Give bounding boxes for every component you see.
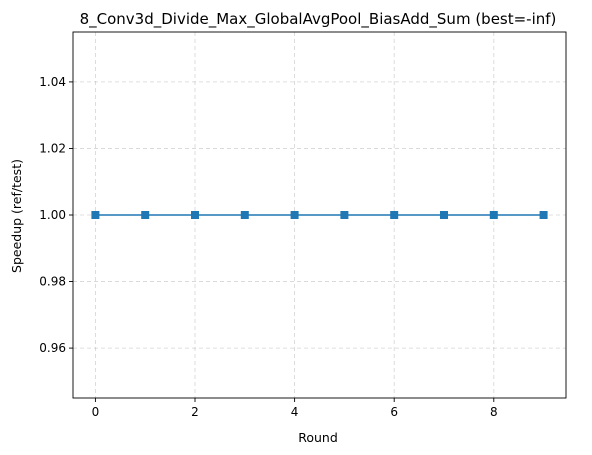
x-tick-label: 8 xyxy=(490,405,498,419)
y-axis-label: Speedup (ref/test) xyxy=(9,159,24,273)
data-point xyxy=(539,211,548,219)
chart-title: 8_Conv3d_Divide_Max_GlobalAvgPool_BiasAd… xyxy=(80,10,557,29)
data-point xyxy=(290,211,299,219)
ticks: 0 2 4 6 8 0.96 0.98 1.00 1.02 1.04 xyxy=(39,75,497,419)
y-tick-label: 1.00 xyxy=(39,208,66,222)
y-tick-label: 0.98 xyxy=(39,275,66,289)
y-tick-label: 1.04 xyxy=(39,75,66,89)
x-tick-label: 4 xyxy=(291,405,299,419)
y-tick-label: 1.02 xyxy=(39,141,66,155)
data-point xyxy=(141,211,150,219)
data-point xyxy=(240,211,249,219)
x-tick-label: 2 xyxy=(191,405,199,419)
data-point xyxy=(91,211,100,219)
data-point xyxy=(489,211,498,219)
x-axis-label: Round xyxy=(298,430,338,445)
data-point xyxy=(340,211,349,219)
series-layer xyxy=(91,211,548,219)
x-tick-label: 6 xyxy=(390,405,398,419)
x-tick-label: 0 xyxy=(92,405,100,419)
data-point xyxy=(191,211,200,219)
y-tick-label: 0.96 xyxy=(39,341,66,355)
data-point xyxy=(390,211,399,219)
data-point xyxy=(439,211,448,219)
